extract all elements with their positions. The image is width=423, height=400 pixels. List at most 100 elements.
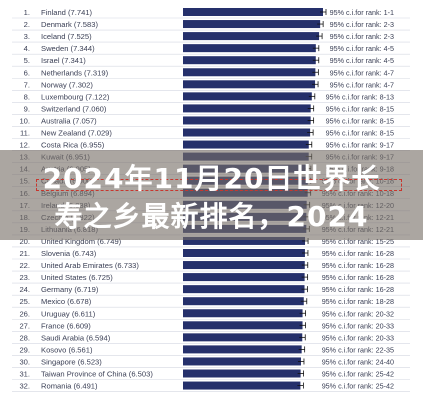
score-bar — [183, 249, 305, 257]
score-bar — [183, 369, 301, 378]
country-label: Australia (7.057) — [41, 116, 97, 125]
ci-label: 95% c.i.for rank: 24-40 — [322, 357, 394, 366]
country-label: Romania (6.491) — [41, 382, 98, 391]
rank-number: 29. — [19, 345, 30, 354]
ci-label: 95% c.i.for rank: 4-7 — [330, 68, 394, 77]
country-label: Netherlands (7.319) — [41, 68, 109, 77]
headline-line-1: 2024年11月20日世界长 — [42, 162, 381, 195]
ci-label: 95% c.i.for rank: 9-17 — [326, 141, 394, 150]
score-bar — [183, 309, 303, 318]
score-bar — [183, 92, 312, 101]
score-bar — [183, 68, 316, 77]
country-label: Germany (6.719) — [41, 285, 99, 294]
ci-label: 95% c.i.for rank: 16-28 — [322, 261, 394, 270]
rank-number: 9. — [24, 104, 30, 113]
ci-label: 95% c.i.for rank: 2-3 — [330, 32, 394, 41]
score-bar — [183, 8, 323, 16]
rank-number: 8. — [24, 92, 30, 101]
rank-number: 27. — [19, 321, 30, 330]
rank-number: 23. — [19, 273, 30, 282]
country-label: Sweden (7.344) — [41, 44, 95, 53]
country-label: New Zealand (7.029) — [41, 129, 112, 138]
rank-number: 11. — [20, 129, 30, 138]
country-label: Israel (7.341) — [41, 56, 86, 65]
score-bar — [183, 32, 320, 41]
score-bar — [183, 297, 304, 306]
score-bar — [183, 44, 316, 53]
ci-label: 95% c.i.for rank: 4-7 — [330, 80, 394, 89]
ci-label: 95% c.i.for rank: 4-5 — [330, 44, 394, 53]
rank-number: 5. — [24, 56, 30, 65]
rank-number: 26. — [19, 309, 30, 318]
ci-label: 95% c.i.for rank: 16-28 — [322, 273, 394, 282]
score-bar — [183, 345, 302, 354]
ci-label: 95% c.i.for rank: 8-15 — [326, 129, 394, 138]
ci-label: 95% c.i.for rank: 16-28 — [322, 249, 394, 258]
country-label: United Arab Emirates (6.733) — [41, 261, 139, 270]
ci-label: 95% c.i.for rank: 20-33 — [322, 321, 394, 330]
rank-number: 24. — [19, 285, 30, 294]
rank-number: 31. — [19, 370, 30, 379]
country-label: Norway (7.302) — [41, 80, 93, 89]
ci-label: 95% c.i.for rank: 22-35 — [322, 345, 394, 354]
score-bar — [183, 236, 306, 245]
country-label: Taiwan Province of China (6.503) — [41, 370, 153, 379]
rank-number: 32. — [19, 382, 30, 391]
ci-label: 95% c.i.for rank: 20-33 — [322, 333, 394, 342]
ci-label: 95% c.i.for rank: 2-3 — [330, 20, 394, 29]
country-label: Costa Rica (6.955) — [41, 141, 105, 150]
highlight-box — [36, 179, 402, 191]
country-label: Slovenia (6.743) — [41, 249, 97, 258]
rank-number: 4. — [24, 44, 30, 53]
rank-number: 10. — [19, 116, 30, 125]
country-label: Finland (7.741) — [41, 8, 93, 17]
ci-label: 95% c.i.for rank: 16-28 — [322, 285, 394, 294]
rank-number: 28. — [19, 333, 30, 342]
ci-label: 95% c.i.for rank: 8-15 — [326, 104, 394, 113]
rank-number: 1. — [24, 8, 30, 17]
rank-number: 22. — [19, 261, 30, 270]
rank-number: 30. — [19, 357, 30, 366]
score-bar — [183, 321, 303, 330]
ci-label: 95% c.i.for rank: 4-5 — [330, 56, 394, 65]
ci-label: 95% c.i.for rank: 15-25 — [322, 237, 394, 246]
score-bar — [183, 56, 316, 65]
country-label: France (6.609) — [41, 321, 91, 330]
score-bar — [183, 104, 311, 113]
country-label: Singapore (6.523) — [41, 357, 102, 366]
ci-label: 95% c.i.for rank: 18-28 — [322, 297, 394, 306]
ci-label: 95% c.i.for rank: 20-32 — [322, 309, 394, 318]
score-bar — [183, 140, 309, 149]
rank-number: 6. — [24, 68, 30, 77]
country-label: Saudi Arabia (6.594) — [41, 333, 111, 342]
ci-label: 95% c.i.for rank: 1-1 — [330, 8, 394, 17]
ci-label: 95% c.i.for rank: 25-42 — [322, 382, 394, 391]
score-bar — [183, 20, 321, 29]
rank-number: 25. — [19, 297, 30, 306]
country-label: Mexico (6.678) — [41, 297, 92, 306]
headline-line-2: 寿之乡最新排名，2024 — [54, 200, 369, 233]
score-bar — [183, 357, 301, 366]
score-bar — [183, 128, 311, 137]
ci-label: 95% c.i.for rank: 8-13 — [326, 92, 394, 101]
country-label: Uruguay (6.611) — [41, 309, 96, 318]
country-label: Switzerland (7.060) — [41, 104, 107, 113]
country-label: United Kingdom (6.749) — [41, 237, 122, 246]
rank-number: 12. — [19, 141, 30, 150]
country-label: Iceland (7.525) — [41, 32, 92, 41]
rank-number: 3. — [24, 32, 30, 41]
country-label: Luxembourg (7.122) — [41, 92, 110, 101]
score-bar — [183, 116, 311, 125]
rank-number: 7. — [24, 80, 30, 89]
headline: 2024年11月20日世界长 寿之乡最新排名，2024 — [0, 160, 423, 236]
score-bar — [183, 273, 305, 282]
score-bar — [183, 381, 301, 390]
score-bar — [183, 333, 303, 342]
ci-label: 95% c.i.for rank: 25-42 — [322, 370, 394, 379]
title-overlay — [0, 150, 423, 240]
score-bar — [183, 261, 305, 270]
ci-label: 95% c.i.for rank: 8-15 — [326, 116, 394, 125]
country-label: Kosovo (6.561) — [41, 345, 93, 354]
country-label: United States (6.725) — [41, 273, 113, 282]
score-bar — [183, 80, 316, 89]
